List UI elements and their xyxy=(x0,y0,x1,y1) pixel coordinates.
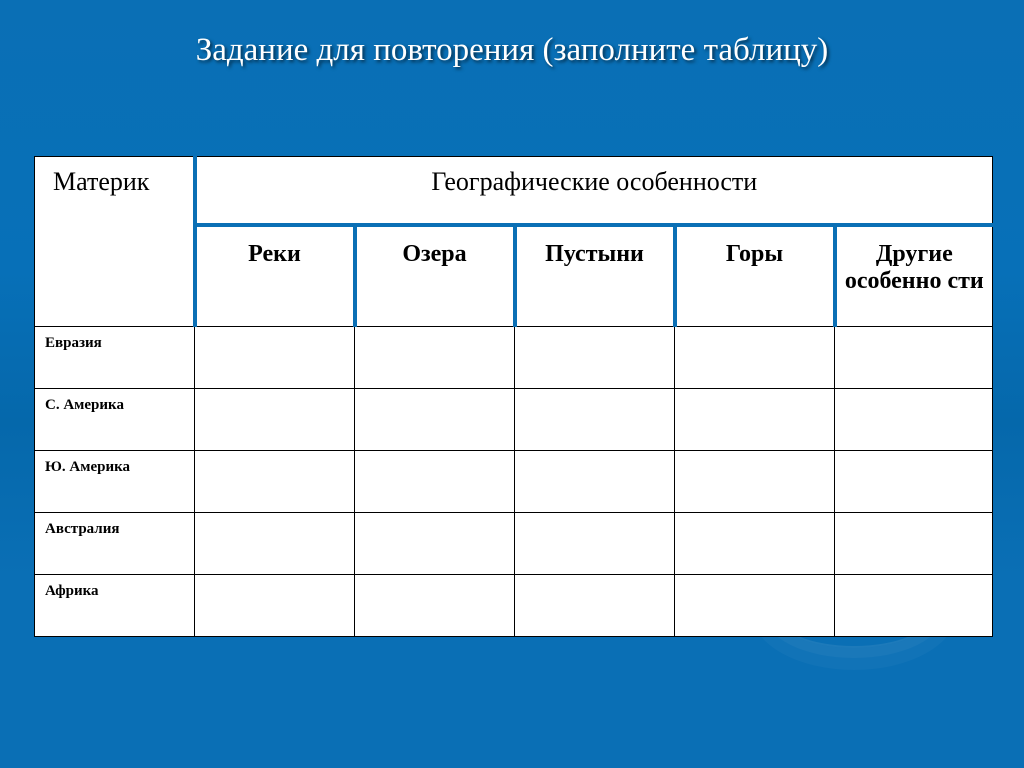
cell[interactable] xyxy=(515,389,675,451)
cell[interactable] xyxy=(515,451,675,513)
row-label: Ю. Америка xyxy=(35,451,195,513)
subheader-other: Другие особенно сти xyxy=(835,225,993,327)
cell[interactable] xyxy=(835,327,993,389)
cell[interactable] xyxy=(835,451,993,513)
cell[interactable] xyxy=(195,451,355,513)
cell[interactable] xyxy=(355,575,515,637)
table-row: Евразия xyxy=(35,327,993,389)
header-materik: Материк xyxy=(35,157,195,327)
geography-table: Материк Географические особенности Реки … xyxy=(34,156,993,637)
cell[interactable] xyxy=(675,327,835,389)
cell[interactable] xyxy=(515,575,675,637)
cell[interactable] xyxy=(675,389,835,451)
cell[interactable] xyxy=(835,575,993,637)
subheader-deserts: Пустыни xyxy=(515,225,675,327)
cell[interactable] xyxy=(355,389,515,451)
cell[interactable] xyxy=(835,389,993,451)
row-label: С. Америка xyxy=(35,389,195,451)
cell[interactable] xyxy=(835,513,993,575)
subheader-mountains: Горы xyxy=(675,225,835,327)
subheader-lakes: Озера xyxy=(355,225,515,327)
row-label: Евразия xyxy=(35,327,195,389)
cell[interactable] xyxy=(675,513,835,575)
slide-title: Задание для повторения (заполните таблиц… xyxy=(0,0,1024,69)
table-body: Евразия С. Америка Ю. Америка xyxy=(35,327,993,637)
cell[interactable] xyxy=(355,327,515,389)
cell[interactable] xyxy=(515,513,675,575)
cell[interactable] xyxy=(195,327,355,389)
table-header-row-1: Материк Географические особенности xyxy=(35,157,993,225)
cell[interactable] xyxy=(195,389,355,451)
row-label: Африка xyxy=(35,575,195,637)
table-row: Ю. Америка xyxy=(35,451,993,513)
cell[interactable] xyxy=(195,575,355,637)
cell[interactable] xyxy=(675,451,835,513)
cell[interactable] xyxy=(355,513,515,575)
header-geo-features: Географические особенности xyxy=(195,157,993,225)
table-row: С. Америка xyxy=(35,389,993,451)
table-row: Австралия xyxy=(35,513,993,575)
cell[interactable] xyxy=(675,575,835,637)
cell[interactable] xyxy=(355,451,515,513)
table-container: Материк Географические особенности Реки … xyxy=(34,156,992,637)
subheader-rivers: Реки xyxy=(195,225,355,327)
table-row: Африка xyxy=(35,575,993,637)
cell[interactable] xyxy=(195,513,355,575)
row-label: Австралия xyxy=(35,513,195,575)
cell[interactable] xyxy=(515,327,675,389)
